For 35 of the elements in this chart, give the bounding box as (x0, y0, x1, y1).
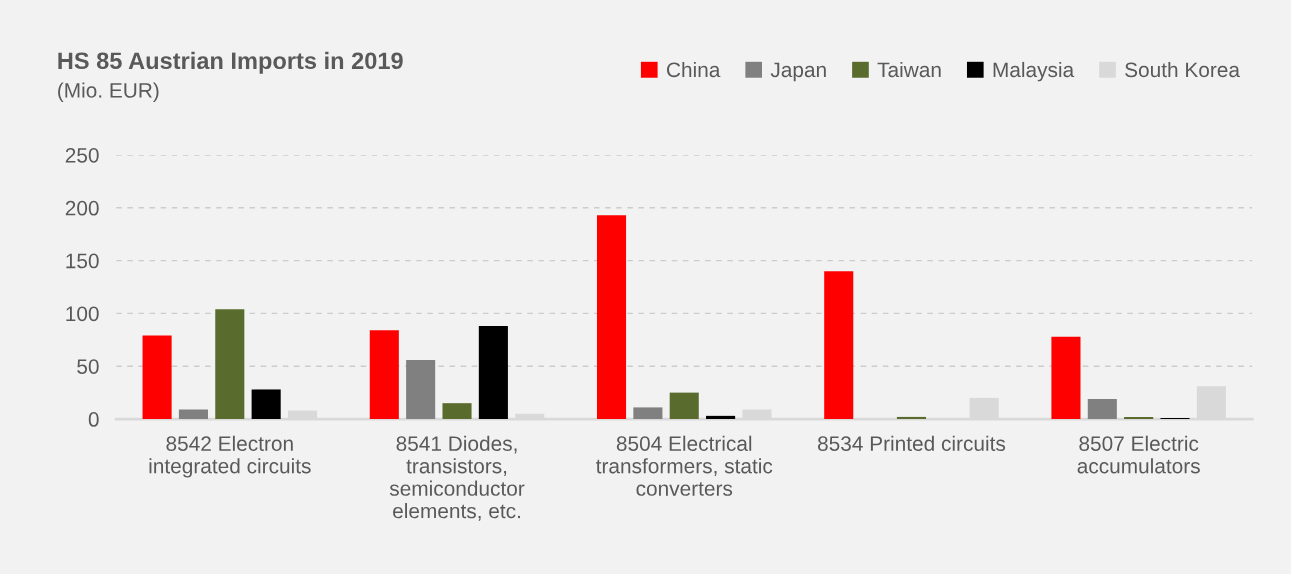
y-tick-label: 50 (77, 359, 99, 374)
bar (706, 415, 736, 420)
y-tick-label: 0 (88, 412, 99, 427)
x-tick-label: 8541 Diodes, transistors, semiconductor elements, etc. (389, 435, 525, 521)
bar (478, 326, 508, 420)
bar (669, 392, 699, 420)
legend-label: Taiwan (877, 61, 941, 78)
chart-subtitle: (Mio. EUR) (58, 82, 159, 102)
bar (896, 416, 926, 420)
x-tick-label: 8507 Electric accumulators (1077, 435, 1200, 474)
bar (442, 403, 472, 420)
x-tick-label: 8534 Printed circuits (817, 435, 1006, 451)
bar (369, 330, 399, 420)
y-tick-label: 250 (65, 147, 99, 163)
y-tick-label: 200 (65, 200, 99, 216)
bar (824, 271, 854, 420)
bar (215, 309, 245, 420)
bar (406, 359, 436, 420)
legend-label: Malaysia (993, 61, 1075, 82)
bar (1051, 336, 1081, 420)
legend-label: Japan (770, 62, 826, 82)
bar (596, 215, 627, 420)
x-tick-label: 8542 Electron integrated circuits (149, 435, 311, 478)
y-tick-label: 150 (66, 253, 99, 269)
bar (1124, 416, 1154, 420)
legend-label: China (666, 61, 721, 78)
chart-title: HS 85 Austrian Imports in 2019 (58, 51, 403, 74)
legend-label: South Korea (1125, 61, 1240, 78)
bar (633, 407, 663, 420)
bar (142, 335, 172, 420)
bar (251, 389, 281, 420)
bar (178, 409, 208, 420)
x-tick-label: 8504 Electrical transformers, static converters (595, 435, 773, 496)
y-tick-label: 100 (66, 306, 99, 322)
bar (1087, 398, 1117, 420)
